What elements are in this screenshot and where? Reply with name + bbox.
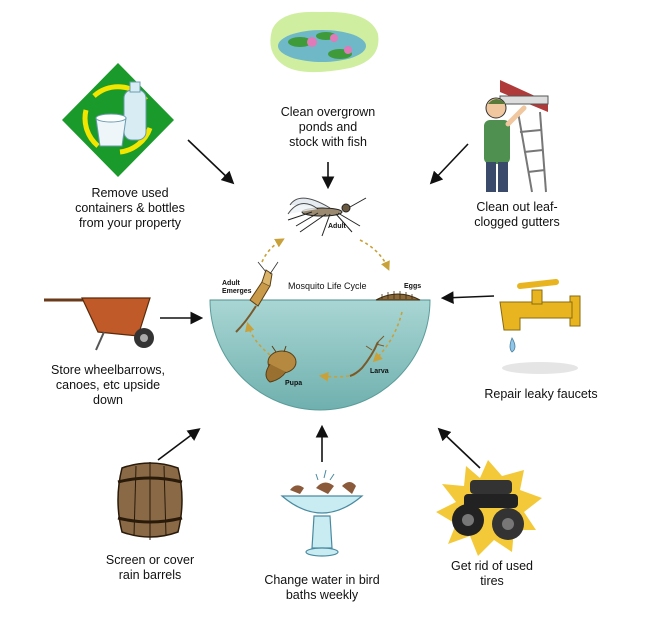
caption-gutters: Clean out leaf- clogged gutters (452, 200, 582, 230)
caption-line: from your property (78, 216, 182, 230)
recycle-bottles-icon (62, 63, 174, 177)
wheelbarrow-icon (44, 297, 154, 351)
caption-line: clogged gutters (474, 215, 560, 229)
caption-line: Get rid of used (451, 559, 533, 573)
life-cycle-title: Mosquito Life Cycle (288, 281, 367, 291)
stage-emerges-label: Adult Emerges (222, 280, 252, 296)
caption-line: containers & bottles (75, 201, 185, 215)
caption-line: stock with fish (289, 135, 367, 149)
caption-line: Repair leaky faucets (484, 387, 598, 401)
caption-line: Remove used (91, 186, 169, 200)
caption-barrels: Screen or cover rain barrels (90, 553, 210, 583)
caption-line: baths weekly (285, 588, 359, 602)
caption-wheelbarrows: Store wheelbarrows, canoes, etc upside d… (38, 363, 178, 408)
eggs-icon (375, 291, 421, 301)
action-arrows (157, 139, 495, 469)
emerges-line-2: Emerges (222, 288, 252, 295)
stage-pupa-label: Pupa (285, 380, 303, 387)
bird-bath-icon (280, 469, 364, 557)
leaky-faucet-icon (499, 279, 581, 374)
lily-pond-icon (270, 11, 379, 73)
caption-line: Store wheelbarrows, (51, 363, 165, 377)
pupa-icon (265, 345, 297, 383)
caption-line: Clean out leaf- (476, 200, 558, 214)
gutter-worker-icon (484, 80, 549, 193)
rain-barrel-icon (117, 462, 183, 540)
caption-containers: Remove used containers & bottles from yo… (60, 186, 200, 231)
mosquito-icon (287, 197, 367, 237)
caption-line: Change water in bird (264, 573, 380, 587)
caption-line: Clean overgrown (280, 105, 376, 119)
caption-line: down (93, 393, 123, 407)
caption-line: canoes, etc upside (55, 378, 161, 392)
tire-pile-icon (436, 460, 542, 556)
stage-adult-label: Adult (328, 223, 346, 230)
caption-line: Screen or cover (105, 553, 195, 567)
stage-eggs-label: Eggs (404, 283, 422, 290)
caption-faucets: Repair leaky faucets (466, 387, 616, 402)
caption-line: rain barrels (118, 568, 182, 582)
caption-ponds: Clean overgrown ponds and stock with fis… (258, 105, 398, 150)
emerging-adult-icon (235, 261, 279, 333)
caption-birdbath: Change water in bird baths weekly (252, 573, 392, 603)
emerges-line-1: Adult (222, 280, 240, 287)
water-bowl (209, 299, 431, 411)
caption-line: ponds and (298, 120, 358, 134)
caption-tires: Get rid of used tires (432, 559, 552, 589)
larva-icon (349, 335, 385, 377)
caption-line: tires (480, 574, 504, 588)
stage-larva-label: Larva (370, 368, 389, 375)
